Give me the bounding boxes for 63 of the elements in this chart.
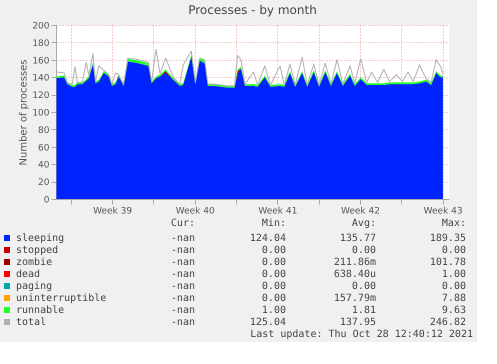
text: 0.00 [442,281,466,292]
text: 135.77 [340,233,376,244]
text: 0.00 [262,269,286,280]
text: 189.35 [430,233,466,244]
text: Avg: [352,218,376,229]
y-tick-label: 20 [38,178,50,188]
text: 0.00 [262,245,286,256]
text: 1.00 [442,269,466,280]
text: 124.04 [250,233,286,244]
text: -nan [170,269,195,280]
text: -nan [170,245,195,256]
text: 9.63 [442,305,466,316]
x-tick-label: Week 41 [258,206,298,216]
text: Max: [442,218,466,229]
text: -nan [170,281,195,292]
text: 0.00 [262,293,286,304]
legend-label: sleeping [16,233,64,244]
text: 7.88 [442,293,466,304]
legend-label: paging [16,281,52,292]
legend-label: stopped [16,245,58,256]
x-tick-label: Week 40 [176,206,215,216]
legend-label: total [16,317,46,328]
y-tick-label: 160 [32,56,50,66]
legend-label: zombie [16,257,52,268]
text: 125.04 [250,317,286,328]
y-axis-title: Number of processes [18,60,30,166]
legend-label: dead [16,269,40,280]
text: -nan [170,233,195,244]
text: 137.95 [340,317,376,328]
x-tick-label: Week 43 [424,206,463,216]
y-tick-label: 100 [32,108,50,118]
text: 1.00 [262,305,286,316]
text: Min: [262,218,286,229]
y-tick-label: 140 [32,74,50,84]
text: 211.86m [334,257,376,268]
text: 638.40u [334,269,376,280]
text: 101.78 [430,257,466,268]
y-tick-label: 200 [32,22,50,32]
y-tick-label: 120 [32,91,50,102]
text: 1.81 [352,305,376,316]
x-tick-label: Week 42 [340,206,380,216]
text: 0.00 [442,245,466,256]
y-tick-label: 180 [32,38,50,49]
text: 157.79m [334,293,376,304]
text: 0.00 [352,281,376,292]
text: 246.82 [430,317,466,328]
y-tick-label: 80 [38,126,50,136]
text: Last update: Thu Oct 28 12:40:12 2021 [250,329,473,340]
text: -nan [170,305,195,316]
y-tick-label: 40 [38,160,50,171]
legend-label: uninterruptible [16,293,106,304]
y-tick-label: 60 [38,143,50,154]
text: 0.00 [262,281,286,292]
text: Cur: [170,218,195,229]
legend-label: runnable [16,305,64,316]
text: 0.00 [262,257,286,268]
chart-title: Processes - by month [188,3,317,17]
text: 0.00 [352,245,376,256]
text: -nan [170,317,195,328]
text: -nan [170,293,195,304]
y-tick-label: 0 [44,196,50,206]
text: -nan [170,257,195,268]
x-tick-label: Week 39 [93,206,132,216]
